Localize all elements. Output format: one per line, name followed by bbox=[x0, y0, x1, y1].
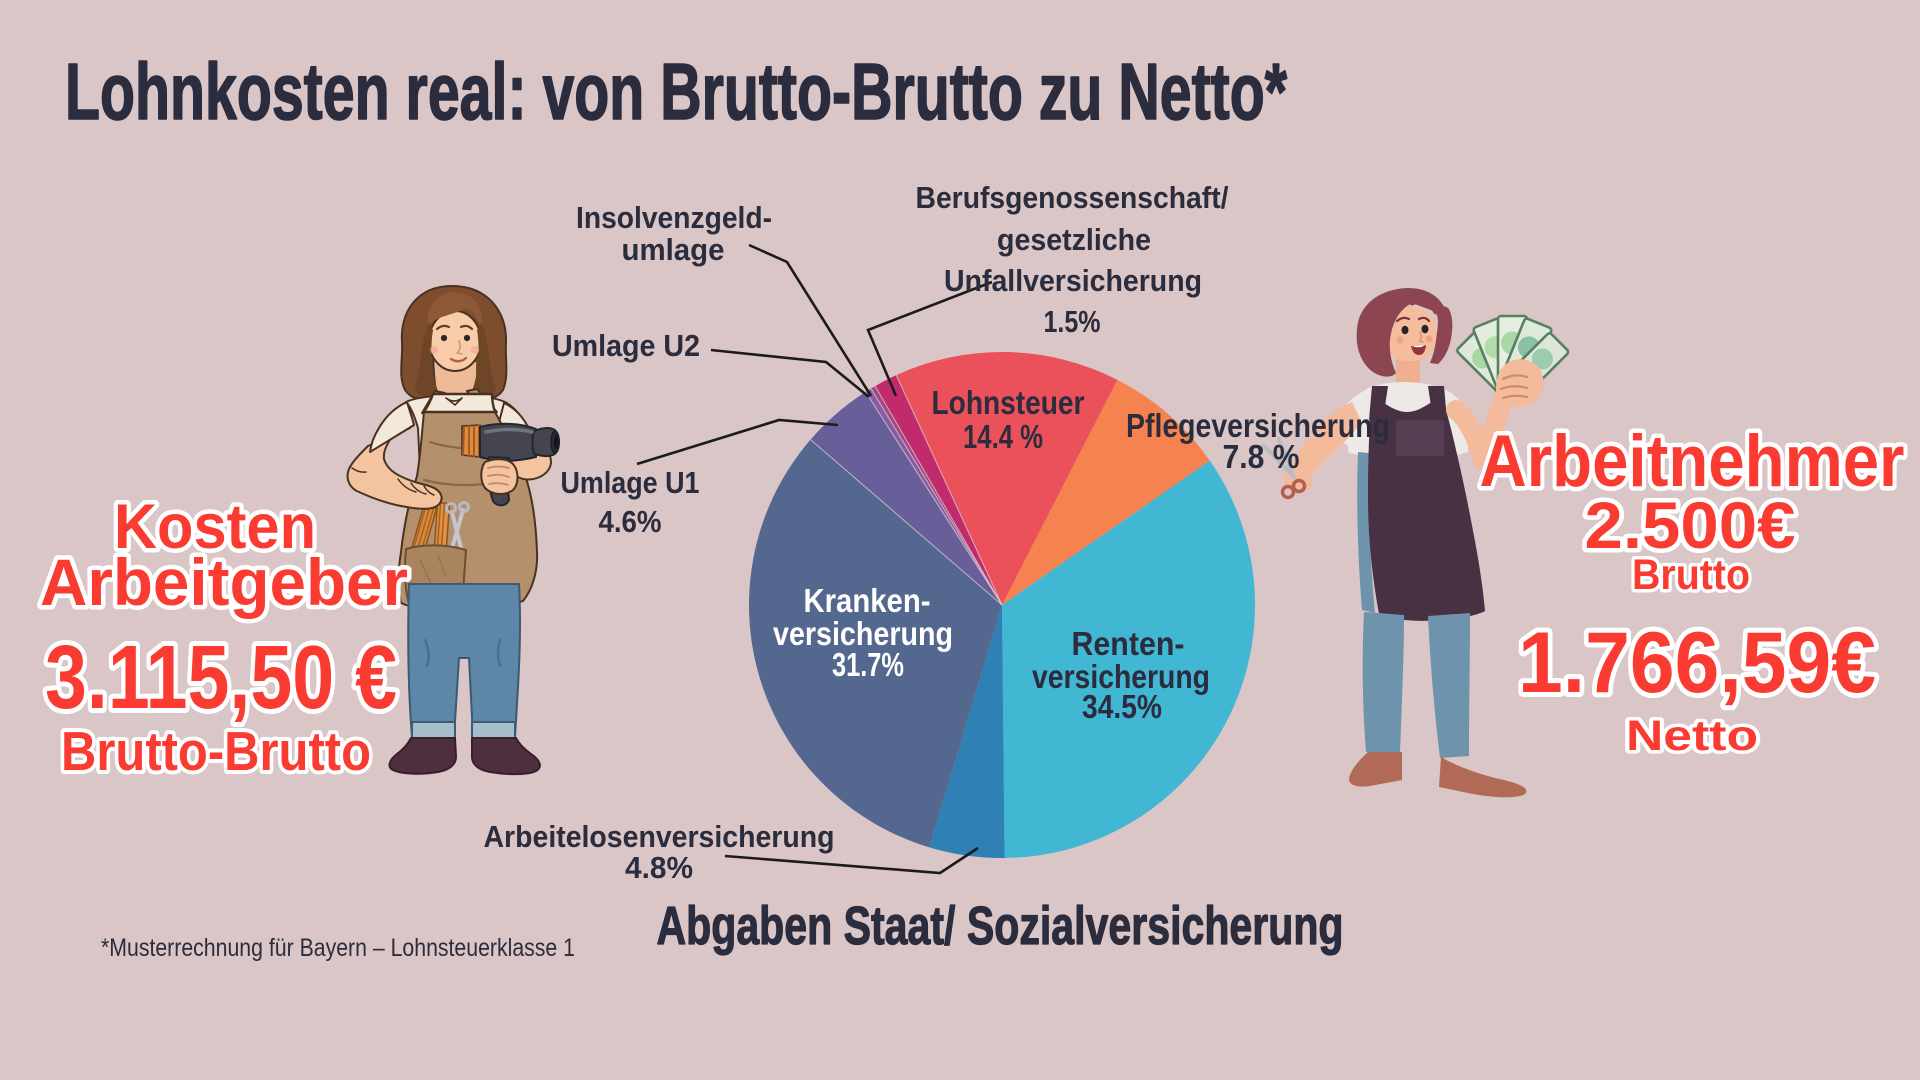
svg-text:31.7%: 31.7% bbox=[832, 646, 904, 683]
svg-text:Umlage U1: Umlage U1 bbox=[561, 465, 700, 500]
svg-text:Berufsgenossenschaft/: Berufsgenossenschaft/ bbox=[916, 180, 1229, 215]
svg-text:versicherung: versicherung bbox=[773, 615, 953, 652]
svg-text:*Musterrechnung für Bayern – L: *Musterrechnung für Bayern – Lohnsteuerk… bbox=[101, 934, 575, 962]
svg-text:4.8%: 4.8% bbox=[625, 850, 693, 885]
svg-text:Umlage U2: Umlage U2 bbox=[552, 328, 700, 363]
svg-text:Unfallversicherung: Unfallversicherung bbox=[944, 263, 1202, 298]
svg-text:Lohnsteuer: Lohnsteuer bbox=[932, 384, 1085, 421]
svg-text:Brutto-Brutto: Brutto-Brutto bbox=[61, 720, 371, 782]
svg-text:14.4 %: 14.4 % bbox=[963, 418, 1043, 455]
svg-text:4.6%: 4.6% bbox=[599, 504, 662, 539]
svg-text:Netto: Netto bbox=[1626, 712, 1758, 760]
svg-text:Abgaben Staat/ Sozialversicher: Abgaben Staat/ Sozialversicherung bbox=[657, 896, 1344, 956]
svg-text:7.8 %: 7.8 % bbox=[1223, 438, 1300, 475]
svg-text:3.115,50 €: 3.115,50 € bbox=[45, 628, 397, 728]
svg-text:Brutto: Brutto bbox=[1632, 551, 1750, 599]
svg-text:gesetzliche: gesetzliche bbox=[997, 222, 1151, 257]
svg-text:Arbeitgeber: Arbeitgeber bbox=[40, 545, 408, 619]
svg-text:Arbeitelosenversicherung: Arbeitelosenversicherung bbox=[484, 819, 835, 854]
svg-text:Arbeitnehmer: Arbeitnehmer bbox=[1480, 421, 1905, 502]
svg-text:Kranken-: Kranken- bbox=[804, 582, 931, 619]
svg-text:Pflegeversicherung: Pflegeversicherung bbox=[1126, 407, 1390, 444]
svg-text:Insolvenzgeld-: Insolvenzgeld- bbox=[576, 200, 772, 235]
svg-text:34.5%: 34.5% bbox=[1082, 688, 1162, 725]
svg-text:umlage: umlage bbox=[622, 232, 725, 267]
svg-text:Lohnkosten real: von Brutto-Br: Lohnkosten real: von Brutto-Brutto zu Ne… bbox=[65, 47, 1288, 136]
svg-text:Kosten: Kosten bbox=[114, 492, 316, 562]
svg-text:Renten-: Renten- bbox=[1072, 625, 1185, 662]
svg-text:1.766,59€: 1.766,59€ bbox=[1518, 615, 1876, 711]
svg-text:versicherung: versicherung bbox=[1032, 658, 1210, 695]
svg-text:2.500€: 2.500€ bbox=[1585, 488, 1796, 562]
svg-text:1.5%: 1.5% bbox=[1044, 304, 1101, 339]
